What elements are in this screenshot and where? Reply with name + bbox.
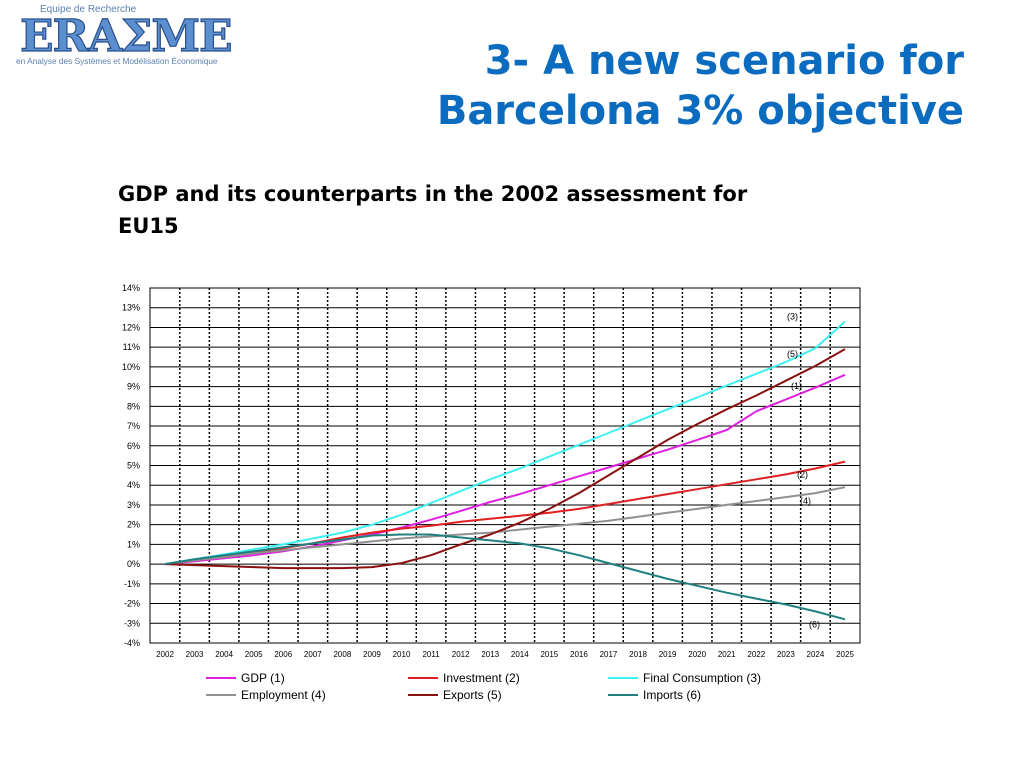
legend-item: Employment (4) xyxy=(206,687,408,703)
series-line xyxy=(164,486,846,566)
x-tick-label: 2012 xyxy=(452,650,470,659)
legend-swatch xyxy=(206,694,236,696)
chart-subtitle-line2: EU15 xyxy=(118,214,179,238)
x-tick-label: 2011 xyxy=(422,650,440,659)
y-tick-label: -3% xyxy=(124,618,140,628)
series-end-label: (3) xyxy=(787,312,798,322)
y-tick-label: 13% xyxy=(122,303,140,313)
legend-label: Final Consumption (3) xyxy=(643,671,762,685)
x-tick-label: 2010 xyxy=(393,650,411,659)
x-tick-label: 2019 xyxy=(659,650,677,659)
x-tick-label: 2005 xyxy=(245,650,263,659)
x-tick-label: 2003 xyxy=(186,650,204,659)
slide-title-line1: 3- A new scenario for xyxy=(484,38,964,84)
y-tick-label: 3% xyxy=(127,500,140,510)
y-tick-label: 6% xyxy=(127,441,140,451)
legend-swatch xyxy=(408,677,438,679)
x-tick-label: 2024 xyxy=(807,650,825,659)
series-line xyxy=(164,373,846,566)
x-tick-label: 2021 xyxy=(718,650,736,659)
legend-swatch xyxy=(408,694,438,696)
y-tick-label: 1% xyxy=(127,539,140,549)
legend-label: Employment (4) xyxy=(241,688,326,702)
y-tick-label: 4% xyxy=(127,480,140,490)
legend-label: GDP (1) xyxy=(241,671,285,685)
legend-item: Exports (5) xyxy=(408,687,608,703)
y-tick-label: 11% xyxy=(123,342,140,352)
x-tick-label: 2002 xyxy=(156,650,174,659)
slide-title-line2: Barcelona 3% objective xyxy=(436,88,964,134)
y-tick-label: 8% xyxy=(127,401,140,411)
x-tick-label: 2015 xyxy=(540,650,558,659)
series-end-label: (2) xyxy=(797,470,808,480)
chart-legend: GDP (1) Investment (2) Final Consumption (… xyxy=(206,670,846,703)
y-tick-label: 10% xyxy=(122,362,140,372)
y-tick-label: -2% xyxy=(124,599,140,609)
plot-frame xyxy=(149,287,861,644)
legend-swatch xyxy=(206,677,236,679)
slide-title: 3- A new scenario for Barcelona 3% objec… xyxy=(437,36,964,136)
legend-label: Investment (2) xyxy=(443,671,520,685)
y-tick-label: 14% xyxy=(122,283,140,293)
y-tick-label: 9% xyxy=(127,382,140,392)
y-tick-label: -4% xyxy=(124,638,140,648)
y-tick-label: -1% xyxy=(124,579,140,589)
legend-label: Exports (5) xyxy=(443,688,502,702)
legend-swatch xyxy=(608,694,638,696)
series-end-label: (1) xyxy=(791,381,802,391)
series-line xyxy=(164,348,846,570)
x-tick-label: 2007 xyxy=(304,650,322,659)
chart-subtitle-line1: GDP and its counterparts in the 2002 ass… xyxy=(118,182,748,206)
x-tick-label: 2018 xyxy=(629,650,647,659)
y-tick-label: 5% xyxy=(127,461,140,471)
x-tick-label: 2008 xyxy=(333,650,351,659)
y-tick-label: 0% xyxy=(127,559,140,569)
legend-item: GDP (1) xyxy=(206,670,408,686)
x-tick-label: 2004 xyxy=(215,650,233,659)
chart-subtitle: GDP and its counterparts in the 2002 ass… xyxy=(118,178,908,242)
series-end-label: (4) xyxy=(800,496,811,506)
legend-item: Imports (6) xyxy=(608,687,828,703)
series-line xyxy=(164,320,846,566)
x-tick-label: 2023 xyxy=(777,650,795,659)
legend-item: Investment (2) xyxy=(408,670,608,686)
x-tick-label: 2022 xyxy=(747,650,765,659)
logo-bottom-text: en Analyse des Systèmes et Modélisation … xyxy=(16,56,218,66)
erasme-logo: Equipe de Recherche ERAΣME en Analyse de… xyxy=(14,2,304,68)
legend-item: Final Consumption (3) xyxy=(608,670,828,686)
x-tick-label: 2006 xyxy=(274,650,292,659)
x-tick-label: 2014 xyxy=(511,650,529,659)
logo-top-text: Equipe de Recherche xyxy=(40,4,137,15)
y-tick-label: 2% xyxy=(127,520,140,530)
series-end-label: (5) xyxy=(787,349,798,359)
gdp-line-chart: 14% 13% 12% 11% 10% 9% 8% 7% 6% 5% 4% 3% 2% 1% 0% -1% -2… xyxy=(122,283,861,659)
x-tick-label: 2009 xyxy=(363,650,381,659)
y-tick-label: 7% xyxy=(127,421,140,431)
y-tick-label: 12% xyxy=(122,322,140,332)
x-tick-label: 2020 xyxy=(688,650,706,659)
x-tick-label: 2016 xyxy=(570,650,588,659)
x-tick-label: 2025 xyxy=(836,650,854,659)
x-tick-label: 2017 xyxy=(600,650,618,659)
logo-brand: ERAΣME xyxy=(20,11,232,62)
series-end-label: (6) xyxy=(809,619,820,629)
legend-swatch xyxy=(608,677,638,679)
legend-label: Imports (6) xyxy=(643,688,702,702)
x-tick-label: 2013 xyxy=(481,650,499,659)
series-line xyxy=(164,533,846,621)
